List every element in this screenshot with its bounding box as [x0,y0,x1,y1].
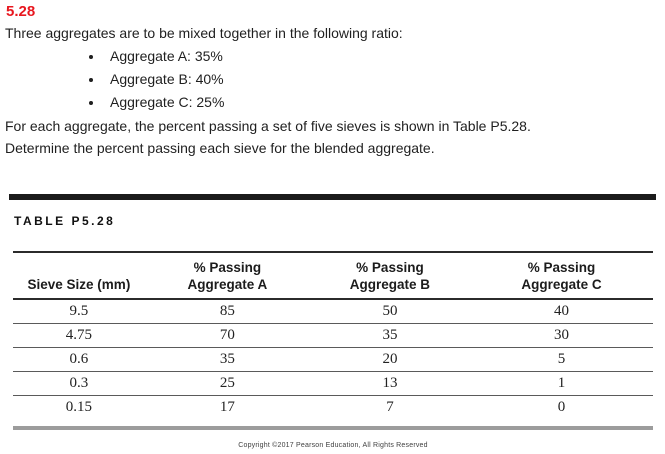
header-a-line2: Aggregate A [187,277,268,292]
cell-sieve: 0.3 [13,371,145,396]
table-row: 4.75 70 35 30 [13,323,653,348]
table-row: 0.15 17 7 0 [13,395,653,430]
cell-a: 35 [144,347,310,372]
cell-a: 70 [144,323,310,348]
header-b-line1: % Passing [356,260,424,275]
section-divider-rule [9,194,656,200]
ratio-item-b: Aggregate B: 40% [104,68,665,91]
cell-c: 5 [469,347,653,372]
cell-b: 35 [309,323,470,348]
header-a-line1: % Passing [193,260,262,275]
table-caption: TABLE P5.28 [14,214,116,228]
cell-sieve: 9.5 [13,299,145,324]
header-c-line1: % Passing [527,260,596,275]
ratio-item-a: Aggregate A: 35% [104,45,665,68]
problem-number: 5.28 [6,3,36,20]
problem-intro: Three aggregates are to be mixed togethe… [5,25,403,41]
header-aggregate-c: % Passing Aggregate C [469,252,653,300]
header-b-line2: Aggregate B [349,277,431,292]
body-line-1: For each aggregate, the percent passing … [5,118,531,134]
cell-b: 13 [309,371,470,396]
cell-b: 7 [309,395,470,430]
table-row: 0.6 35 20 5 [13,347,653,372]
copyright-line: Copyright ©2017 Pearson Education, All R… [238,442,428,449]
cell-a: 17 [144,395,310,430]
cell-c: 1 [469,371,653,396]
body-line-2: Determine the percent passing each sieve… [5,140,435,156]
cell-sieve: 4.75 [13,323,145,348]
table-row: 9.5 85 50 40 [13,299,653,324]
cell-a: 25 [144,371,310,396]
header-sieve-size: Sieve Size (mm) [13,252,145,300]
sieve-table: Sieve Size (mm) % Passing Aggregate A % … [13,251,653,430]
cell-b: 20 [309,347,470,372]
header-aggregate-a: % Passing Aggregate A [144,252,310,300]
cell-sieve: 0.6 [13,347,145,372]
table-row: 0.3 25 13 1 [13,371,653,396]
cell-a: 85 [144,299,310,324]
cell-c: 30 [469,323,653,348]
cell-c: 0 [469,395,653,430]
header-sieve-size-label: Sieve Size (mm) [27,277,131,292]
cell-sieve: 0.15 [13,395,145,430]
cell-b: 50 [309,299,470,324]
ratio-item-c: Aggregate C: 25% [104,91,665,114]
ratio-list: Aggregate A: 35% Aggregate B: 40% Aggreg… [0,45,665,114]
header-aggregate-b: % Passing Aggregate B [309,252,470,300]
header-c-line2: Aggregate C [521,277,602,292]
cell-c: 40 [469,299,653,324]
table-header-row: Sieve Size (mm) % Passing Aggregate A % … [13,252,653,300]
